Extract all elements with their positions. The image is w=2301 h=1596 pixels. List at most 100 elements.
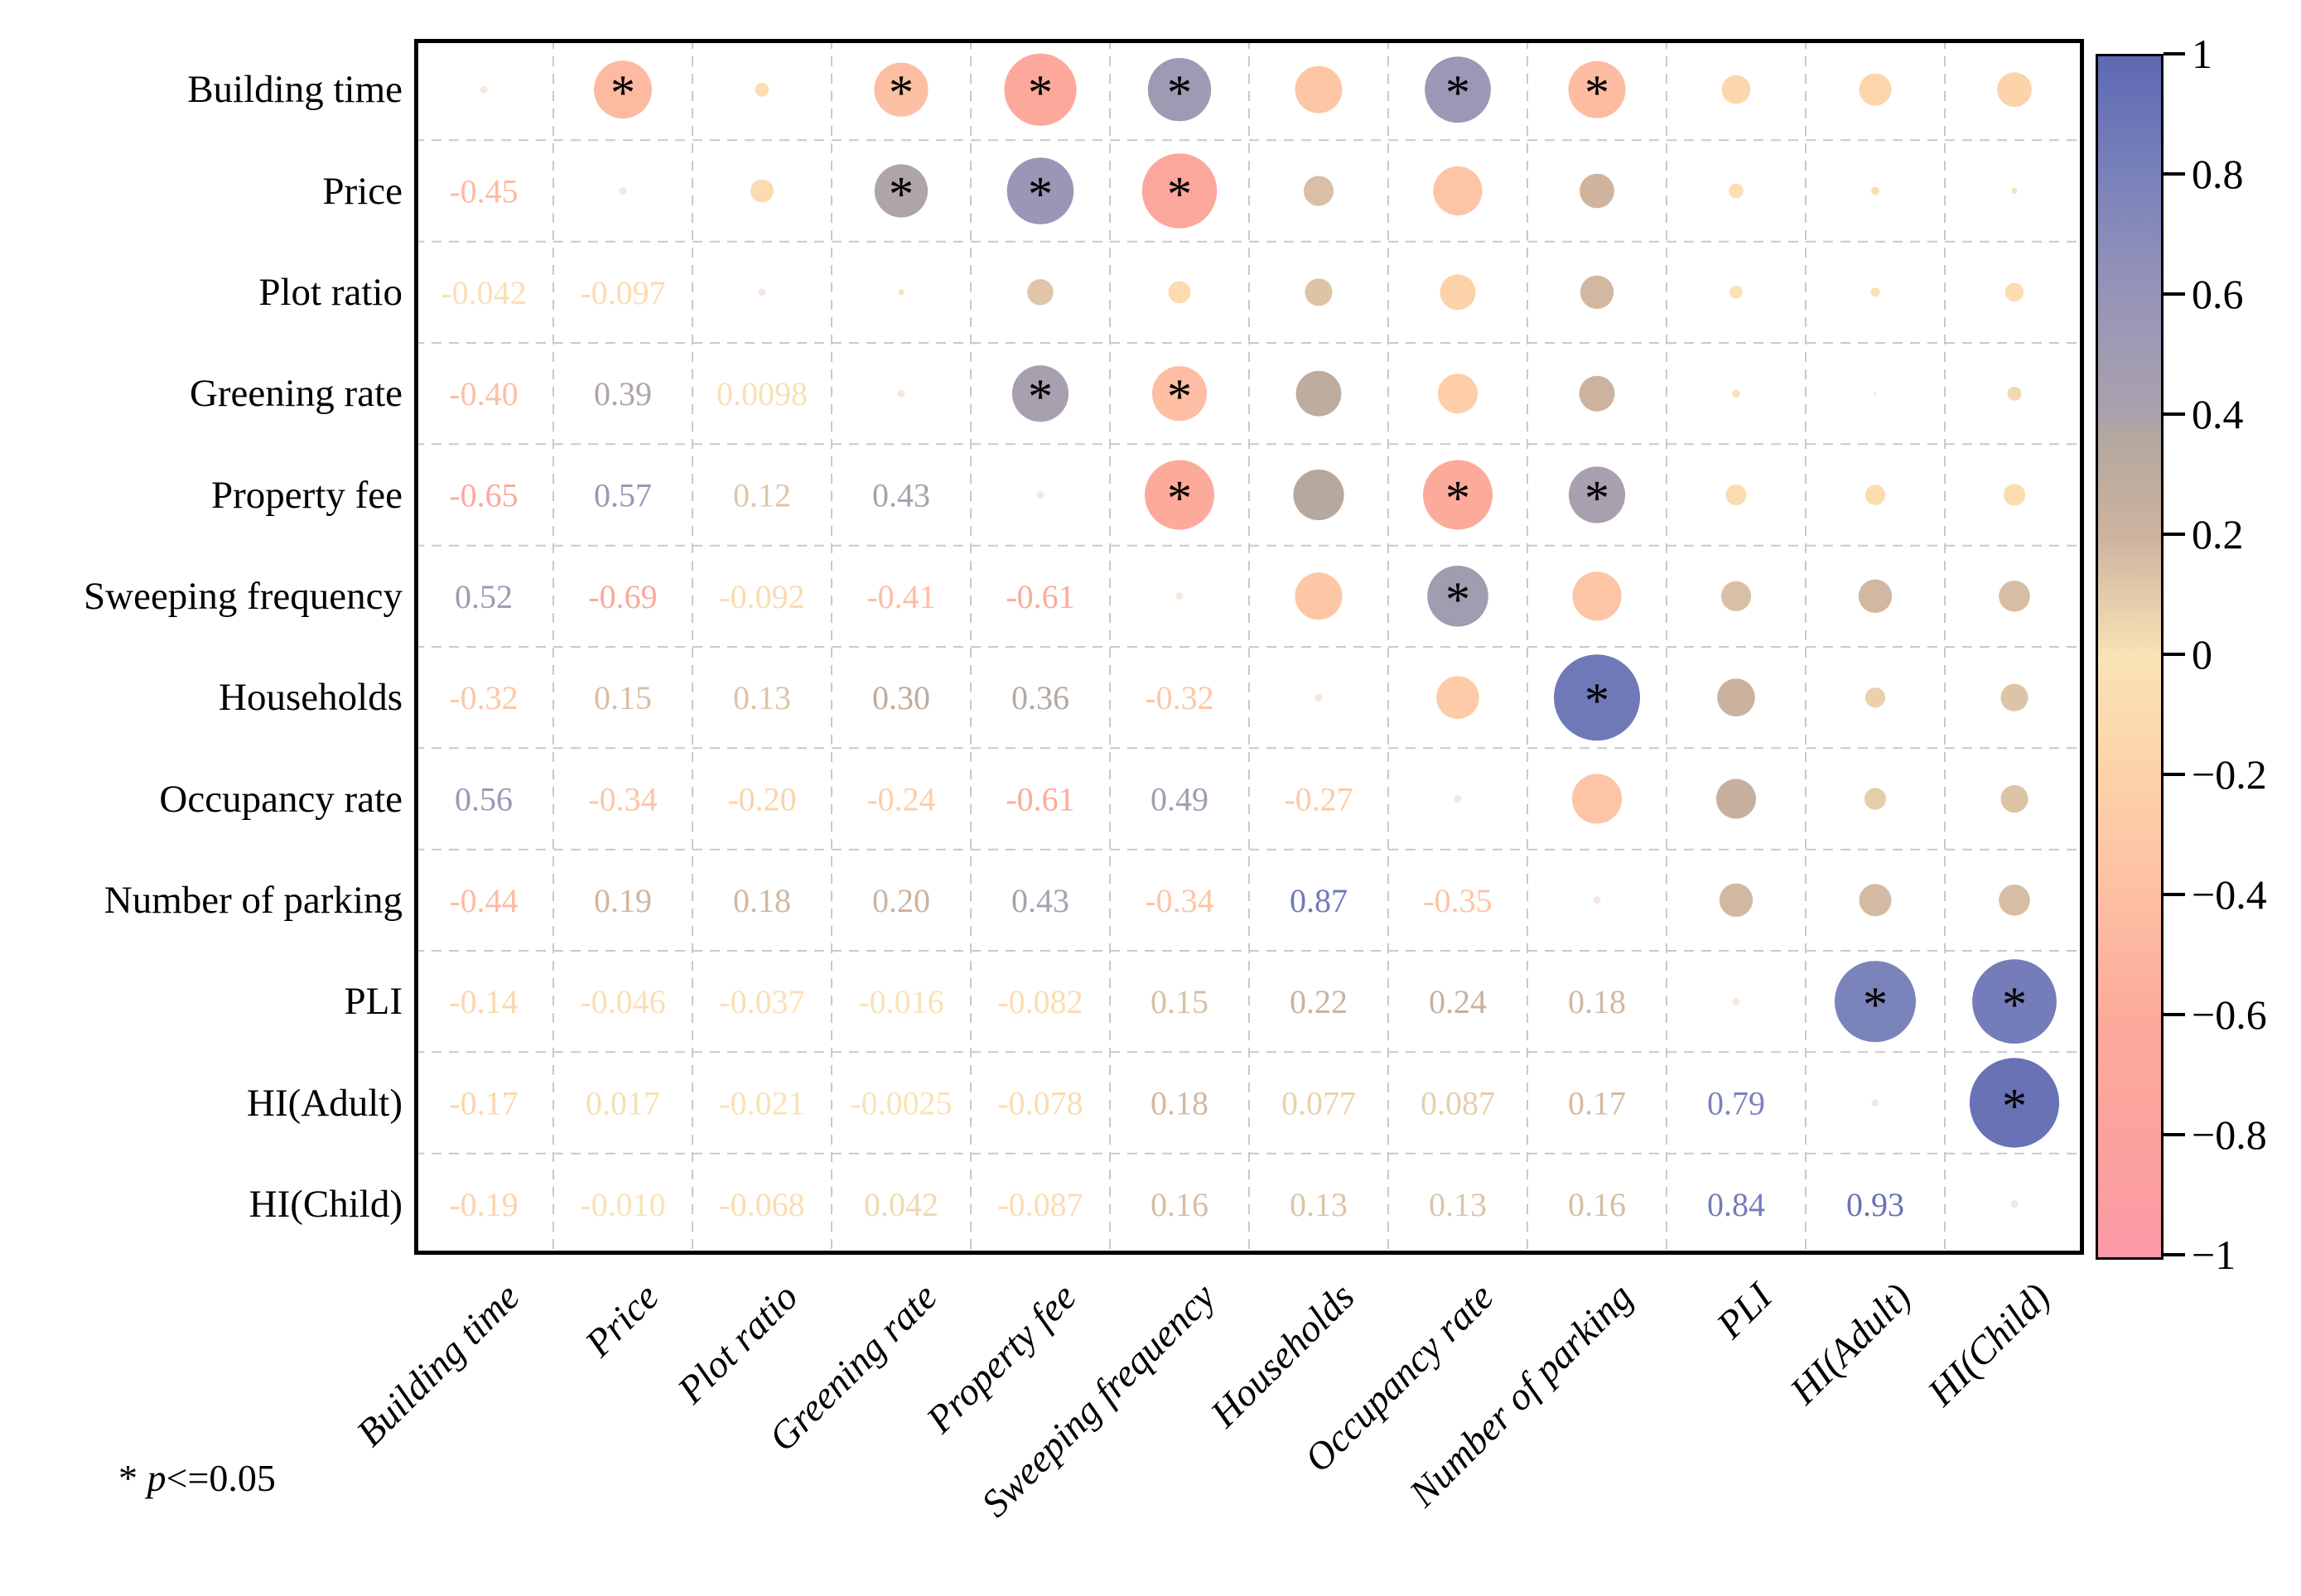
significance-asterisk: * bbox=[1028, 369, 1053, 424]
correlation-circle bbox=[2003, 484, 2026, 506]
diagonal-dot bbox=[1315, 693, 1323, 702]
col-label-occupancy-rate: Occupancy rate bbox=[1296, 1275, 1503, 1481]
correlation-circle bbox=[1151, 366, 1208, 422]
correlation-value: 0.43 bbox=[872, 477, 930, 514]
correlation-circle bbox=[755, 82, 769, 97]
col-label-price: Price bbox=[576, 1275, 668, 1366]
correlation-value: -0.17 bbox=[449, 1085, 518, 1122]
diagonal-dot bbox=[1732, 997, 1740, 1005]
correlation-value: 0.077 bbox=[1281, 1085, 1356, 1122]
correlation-value: -0.0025 bbox=[850, 1085, 952, 1122]
correlation-circle bbox=[1972, 959, 2057, 1044]
correlation-circle bbox=[1571, 774, 1623, 824]
correlation-value: -0.068 bbox=[719, 1186, 804, 1223]
correlation-value: -0.27 bbox=[1284, 781, 1353, 818]
correlation-circle bbox=[1433, 166, 1483, 216]
diagonal-dot bbox=[2010, 1200, 2019, 1208]
col-label-greening-rate: Greening rate bbox=[760, 1275, 946, 1460]
colorbar-tick-label: 1 bbox=[2192, 31, 2212, 77]
correlation-circle bbox=[1999, 885, 2030, 916]
correlation-value: 0.36 bbox=[1011, 679, 1069, 716]
correlation-circle bbox=[1999, 581, 2030, 612]
row-label-pli: PLI bbox=[344, 980, 403, 1024]
correlation-value: 0.13 bbox=[1290, 1186, 1348, 1223]
correlation-circle bbox=[2007, 386, 2022, 401]
colorbar-tick-label: −0.4 bbox=[2192, 871, 2267, 918]
correlation-circle bbox=[1871, 186, 1879, 195]
correlation-value: 0.18 bbox=[733, 882, 791, 919]
col-label-plot-ratio: Plot ratio bbox=[669, 1275, 807, 1412]
correlation-circle bbox=[1874, 392, 1877, 395]
correlation-value: -0.19 bbox=[449, 1186, 518, 1223]
correlation-value: 0.43 bbox=[1011, 882, 1069, 919]
significance-asterisk: * bbox=[1028, 65, 1053, 120]
correlation-value: -0.021 bbox=[719, 1085, 804, 1122]
significance-asterisk: * bbox=[1585, 673, 1609, 728]
correlation-circle bbox=[1011, 365, 1069, 422]
correlation-circle bbox=[1719, 883, 1753, 917]
correlation-value: 0.15 bbox=[594, 679, 652, 716]
correlation-circle bbox=[1027, 279, 1054, 306]
correlation-circle bbox=[1145, 460, 1214, 530]
col-label-hi-adult-: HI(Adult) bbox=[1782, 1275, 1920, 1413]
correlation-value: 0.16 bbox=[1568, 1186, 1626, 1223]
correlation-circle bbox=[1729, 286, 1743, 299]
correlation-value: -0.61 bbox=[1006, 578, 1074, 615]
diagonal-dot bbox=[1454, 795, 1462, 803]
correlation-circle bbox=[1423, 460, 1493, 530]
correlation-value: 0.22 bbox=[1290, 983, 1348, 1020]
diagonal-dot bbox=[619, 187, 627, 195]
significance-asterisk: * bbox=[1167, 65, 1192, 120]
correlation-circle bbox=[2000, 683, 2028, 711]
row-label-price: Price bbox=[322, 169, 403, 213]
correlation-value: -0.44 bbox=[449, 882, 518, 919]
correlation-circle bbox=[1870, 287, 1880, 297]
correlation-value: -0.34 bbox=[1145, 882, 1213, 919]
significance-asterisk: * bbox=[1585, 471, 1609, 526]
col-label-property-fee: Property fee bbox=[918, 1275, 1085, 1442]
correlation-circle bbox=[1732, 389, 1740, 398]
correlation-value: 0.0098 bbox=[716, 375, 808, 412]
colorbar-tick-label: −0.8 bbox=[2192, 1111, 2267, 1158]
correlation-circle bbox=[1864, 788, 1887, 810]
correlation-value: -0.14 bbox=[449, 983, 518, 1020]
correlation-value: 0.24 bbox=[1429, 983, 1487, 1020]
correlation-value: -0.35 bbox=[1423, 882, 1492, 919]
correlation-value: 0.20 bbox=[872, 882, 930, 919]
correlation-value: -0.32 bbox=[449, 679, 518, 716]
correlation-circle bbox=[1295, 65, 1343, 113]
colorbar-tick-label: 0.4 bbox=[2192, 391, 2244, 437]
correlation-circle bbox=[1997, 72, 2032, 108]
col-label-sweeping-frequency: Sweeping frequency bbox=[973, 1275, 1224, 1526]
plot-border bbox=[414, 39, 2084, 1255]
correlation-circle bbox=[1725, 484, 1747, 506]
correlation-circle bbox=[1864, 687, 1886, 708]
correlation-value: -0.092 bbox=[719, 578, 804, 615]
diagonal-dot bbox=[1036, 491, 1044, 499]
correlation-value: 0.79 bbox=[1707, 1085, 1765, 1122]
correlation-value: 0.017 bbox=[586, 1085, 660, 1122]
correlation-circle bbox=[1864, 485, 1886, 505]
significance-asterisk: * bbox=[1167, 369, 1192, 424]
correlation-circle bbox=[594, 60, 652, 119]
row-label-number-of-parking: Number of parking bbox=[104, 878, 403, 922]
correlation-circle bbox=[874, 62, 929, 117]
annotation-star: * bbox=[118, 1457, 137, 1499]
diagonal-dot bbox=[1175, 592, 1184, 600]
correlation-value: 0.30 bbox=[872, 679, 930, 716]
significance-asterisk: * bbox=[610, 65, 635, 120]
correlation-value: 0.12 bbox=[733, 477, 791, 514]
colorbar-tick bbox=[2164, 533, 2185, 536]
annotation-p-symbol: p bbox=[147, 1457, 166, 1499]
correlation-circle bbox=[1572, 571, 1622, 621]
colorbar-tick bbox=[2164, 773, 2185, 776]
significance-asterisk: * bbox=[2002, 1079, 2027, 1134]
diagonal-dot bbox=[897, 389, 905, 398]
significance-asterisk: * bbox=[1585, 65, 1609, 120]
correlation-value: 0.57 bbox=[594, 477, 652, 514]
significance-asterisk: * bbox=[1863, 977, 1888, 1032]
correlation-value: -0.042 bbox=[441, 274, 526, 311]
col-label-pli: PLI bbox=[1708, 1275, 1781, 1348]
diagonal-dot bbox=[758, 288, 766, 297]
significance-asterisk: * bbox=[1167, 471, 1192, 526]
